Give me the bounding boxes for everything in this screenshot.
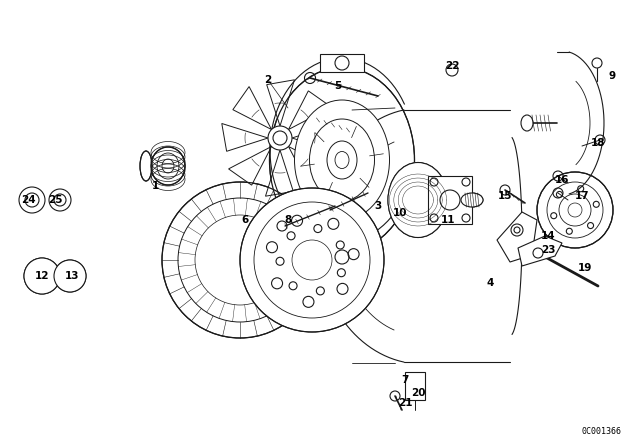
Text: 22: 22 xyxy=(445,61,460,71)
Text: 17: 17 xyxy=(575,191,589,201)
Polygon shape xyxy=(289,91,332,129)
Polygon shape xyxy=(292,125,338,152)
Text: 20: 20 xyxy=(411,388,425,398)
Circle shape xyxy=(24,258,60,294)
Ellipse shape xyxy=(151,147,185,185)
Text: 7: 7 xyxy=(401,375,409,385)
Bar xyxy=(428,176,472,224)
Text: 21: 21 xyxy=(397,398,412,408)
Bar xyxy=(320,54,364,72)
Text: 1: 1 xyxy=(152,181,159,191)
Text: 18: 18 xyxy=(591,138,605,148)
Bar xyxy=(405,372,425,400)
Text: 19: 19 xyxy=(578,263,592,273)
Circle shape xyxy=(511,224,523,236)
Polygon shape xyxy=(222,124,268,151)
Polygon shape xyxy=(267,80,294,126)
Polygon shape xyxy=(266,150,293,196)
Ellipse shape xyxy=(269,68,415,253)
Text: 11: 11 xyxy=(441,215,455,225)
Ellipse shape xyxy=(461,193,483,207)
Circle shape xyxy=(162,182,318,338)
Text: 8: 8 xyxy=(284,215,292,225)
Circle shape xyxy=(335,56,349,70)
Text: 23: 23 xyxy=(541,245,556,255)
Text: 15: 15 xyxy=(498,191,512,201)
Text: 13: 13 xyxy=(65,271,79,281)
Polygon shape xyxy=(518,236,562,266)
Text: 25: 25 xyxy=(48,195,62,205)
Text: 24: 24 xyxy=(20,195,35,205)
Ellipse shape xyxy=(388,163,448,237)
Circle shape xyxy=(335,250,349,264)
Text: 3: 3 xyxy=(374,201,381,211)
Ellipse shape xyxy=(294,100,390,220)
Text: 2: 2 xyxy=(264,75,271,85)
Polygon shape xyxy=(233,86,271,129)
Ellipse shape xyxy=(521,115,533,131)
Text: 10: 10 xyxy=(393,208,407,218)
Text: 14: 14 xyxy=(541,231,556,241)
Polygon shape xyxy=(497,212,537,262)
Polygon shape xyxy=(289,146,327,190)
Circle shape xyxy=(54,260,86,292)
Ellipse shape xyxy=(327,141,357,179)
Text: 0C001366: 0C001366 xyxy=(582,427,622,436)
Circle shape xyxy=(537,172,613,248)
Text: 16: 16 xyxy=(555,175,569,185)
Ellipse shape xyxy=(140,151,152,181)
Text: 4: 4 xyxy=(486,278,493,288)
Text: 5: 5 xyxy=(334,81,342,91)
Text: 6: 6 xyxy=(241,215,248,225)
Text: 9: 9 xyxy=(609,71,616,81)
Polygon shape xyxy=(228,146,271,185)
Circle shape xyxy=(268,126,292,150)
Circle shape xyxy=(240,188,384,332)
Text: 12: 12 xyxy=(35,271,49,281)
Bar xyxy=(320,248,364,266)
